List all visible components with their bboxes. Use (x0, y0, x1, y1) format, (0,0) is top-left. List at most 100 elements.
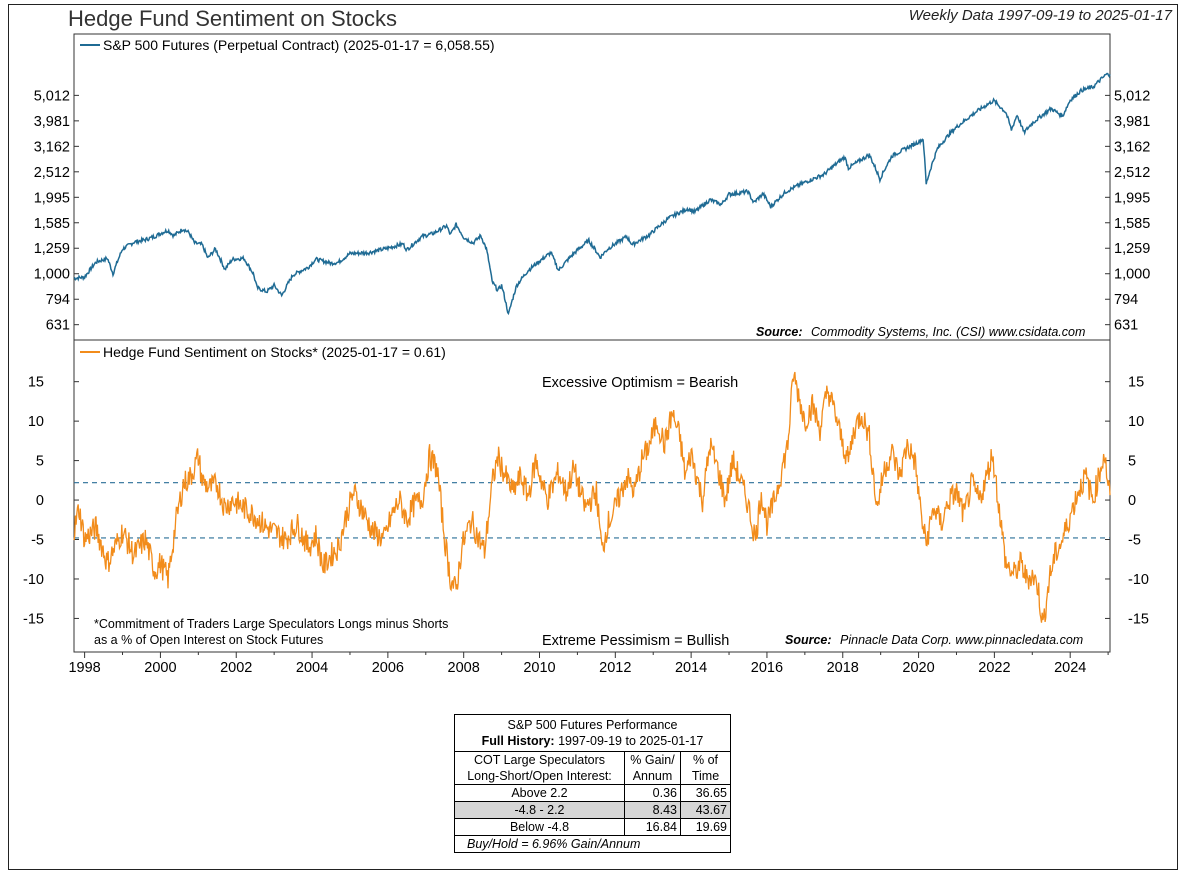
perf-header-col2: % Gain/ Annum (625, 752, 681, 784)
performance-table: S&P 500 Futures Performance Full History… (454, 714, 731, 853)
x-tick-label: 2016 (751, 660, 783, 676)
top-y-tick-label-right: 631 (1114, 318, 1138, 334)
bottom-y-tick-label-right: -5 (1128, 533, 1141, 549)
bottom-panel-frame (73, 339, 1111, 653)
bottom-source-text: Pinnacle Data Corp. www.pinnacledata.com (840, 633, 1083, 647)
perf-row-gain: 16.84 (625, 819, 681, 835)
perf-row-time: 19.69 (695, 820, 727, 834)
top-y-tick-label-left: 1,995 (34, 190, 70, 206)
perf-header-col3-line2: Time (691, 769, 720, 783)
perf-table-head: S&P 500 Futures Performance Full History… (455, 715, 730, 751)
x-tick-label: 2006 (372, 660, 404, 676)
perf-table-row: -4.8 - 2.2 8.43 43.67 (455, 801, 730, 818)
bottom-series (73, 371, 1111, 623)
perf-header-col2-line1: % Gain/ (630, 753, 675, 767)
perf-table-header-row: COT Large Speculators Long-Short/Open In… (455, 751, 730, 784)
x-axis: 1998 2000 2002 2004 2006 2008 2010 2012 2014 2016… (68, 652, 1109, 676)
perf-row-time: 36.65 (695, 786, 727, 800)
perf-table-footer: Buy/Hold = 6.96% Gain/Annum (455, 835, 730, 852)
perf-header-col1-line2: Long-Short/Open Interest: (467, 769, 612, 783)
top-y-tick-label-right: 1,000 (1114, 267, 1150, 283)
pessimism-label: Extreme Pessimism = Bullish (542, 633, 729, 649)
perf-row-gain: 0.36 (625, 785, 681, 801)
perf-header-col1-line1: COT Large Speculators (473, 753, 606, 767)
top-y-tick-label-right: 5,012 (1114, 88, 1150, 104)
optimism-label: Excessive Optimism = Bearish (542, 375, 738, 391)
top-y-tick-label-left: 3,981 (34, 114, 70, 130)
top-source-label: Source: (756, 325, 803, 339)
top-y-tick-label-right: 3,981 (1114, 114, 1150, 130)
x-tick-label: 2004 (296, 660, 328, 676)
bottom-axes: -15 -15 -10 -10 -5 -5 0 0 5 5 10 10 15 15 (23, 375, 1149, 628)
perf-header-col1: COT Large Speculators Long-Short/Open In… (455, 752, 625, 784)
perf-table-history: Full History: 1997-09-19 to 2025-01-17 (455, 733, 730, 749)
perf-row-label: Above 2.2 (455, 785, 625, 801)
bottom-y-tick-label-left: 15 (28, 375, 44, 391)
perf-table-row: Below -4.8 16.84 19.69 (455, 818, 730, 835)
x-tick-label: 1998 (68, 660, 100, 676)
bottom-y-tick-label-right: 0 (1128, 493, 1136, 509)
bottom-thresholds (74, 482, 1110, 539)
bottom-y-tick-label-left: 0 (36, 493, 44, 509)
x-tick-label: 2020 (902, 660, 934, 676)
bottom-source-label: Source: (785, 633, 832, 647)
x-tick-label: 2000 (144, 660, 176, 676)
perf-history-range: 1997-09-19 to 2025-01-17 (558, 734, 704, 748)
perf-row-label: Below -4.8 (455, 819, 625, 835)
x-tick-label: 2022 (978, 660, 1010, 676)
x-tick-label: 2024 (1054, 660, 1086, 676)
footnote-line-1: *Commitment of Traders Large Speculators… (94, 617, 448, 631)
chart-subtitle: Weekly Data 1997-09-19 to 2025-01-17 (908, 7, 1172, 24)
top-source-text: Commodity Systems, Inc. (CSI) www.csidat… (811, 325, 1085, 339)
top-y-tick-label-right: 1,259 (1114, 241, 1150, 257)
top-series (73, 72, 1111, 316)
sp500-series-line (73, 72, 1111, 316)
top-y-tick-label-right: 3,162 (1114, 139, 1150, 155)
top-y-tick-label-left: 794 (46, 292, 70, 308)
bottom-y-tick-label-left: -15 (23, 611, 44, 627)
bottom-legend-text: Hedge Fund Sentiment on Stocks* (2025-01… (103, 344, 446, 360)
chart-title: Hedge Fund Sentiment on Stocks (68, 6, 397, 31)
perf-header-col3: % of Time (681, 752, 730, 784)
perf-history-label: Full History: (481, 734, 555, 748)
bottom-y-tick-label-left: 5 (36, 454, 44, 470)
sentiment-series-line (73, 371, 1111, 623)
top-y-tick-label-right: 1,585 (1114, 216, 1150, 232)
bottom-y-tick-label-right: 10 (1128, 414, 1144, 430)
x-tick-label: 2012 (599, 660, 631, 676)
top-y-tick-label-right: 1,995 (1114, 190, 1150, 206)
bottom-y-tick-label-right: -10 (1128, 572, 1149, 588)
top-y-tick-label-left: 1,259 (34, 241, 70, 257)
bottom-y-tick-label-right: 5 (1128, 454, 1136, 470)
perf-row-gain: 8.43 (625, 802, 681, 818)
top-y-tick-label-left: 631 (46, 318, 70, 334)
top-panel-frame (73, 33, 1111, 341)
x-tick-label: 2010 (523, 660, 555, 676)
perf-table-title: S&P 500 Futures Performance (507, 718, 678, 732)
perf-row-time: 43.67 (695, 803, 727, 817)
bottom-y-tick-label-right: -15 (1128, 611, 1149, 627)
x-tick-label: 2018 (827, 660, 859, 676)
perf-row-label: -4.8 - 2.2 (455, 802, 625, 818)
x-tick-label: 2014 (675, 660, 707, 676)
bottom-y-tick-label-left: 10 (28, 414, 44, 430)
footnote-line-2: as a % of Open Interest on Stock Futures (94, 633, 323, 647)
top-axes: 631 631 794 794 1,000 1,000 1,259 1,259 1,585 1,5… (34, 88, 1151, 333)
top-y-tick-label-left: 1,585 (34, 216, 70, 232)
bottom-y-tick-label-left: -5 (31, 533, 44, 549)
top-y-tick-label-right: 2,512 (1114, 165, 1150, 181)
top-legend-text: S&P 500 Futures (Perpetual Contract) (20… (103, 37, 495, 53)
top-y-tick-label-left: 1,000 (34, 267, 70, 283)
x-tick-label: 2008 (448, 660, 480, 676)
top-y-tick-label-right: 794 (1114, 292, 1138, 308)
x-tick-label: 2002 (220, 660, 252, 676)
top-y-tick-label-left: 5,012 (34, 88, 70, 104)
bottom-y-tick-label-left: -10 (23, 572, 44, 588)
chart-frame (8, 4, 1178, 870)
bottom-y-tick-label-right: 15 (1128, 375, 1144, 391)
top-y-tick-label-left: 2,512 (34, 165, 70, 181)
top-y-tick-label-left: 3,162 (34, 139, 70, 155)
perf-table-row: Above 2.2 0.36 36.65 (455, 784, 730, 801)
perf-header-col2-line2: Annum (632, 769, 673, 783)
